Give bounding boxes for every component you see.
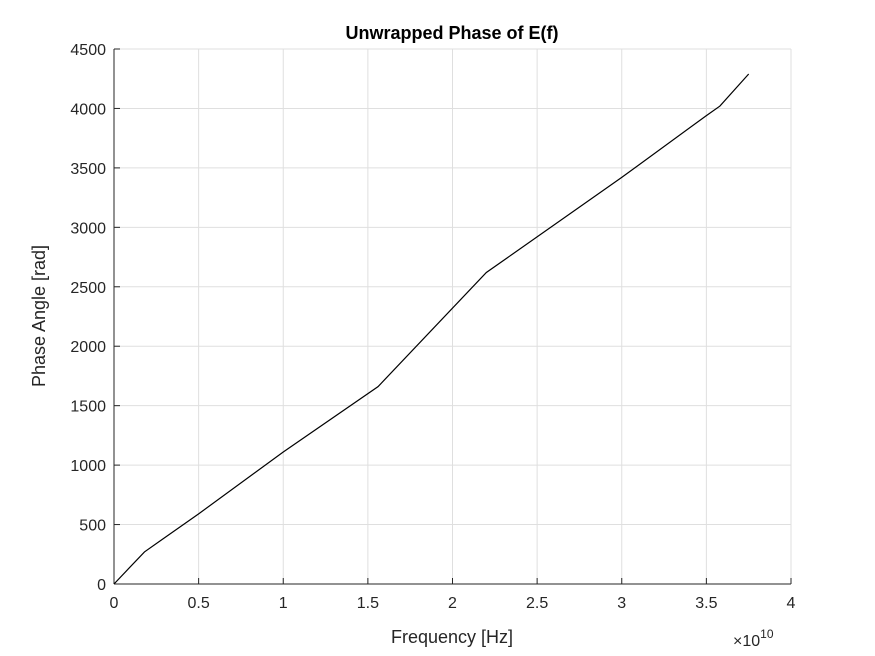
y-tick-label: 500 — [79, 518, 106, 535]
y-tick-label: 3000 — [70, 220, 106, 237]
series-line — [113, 73, 750, 585]
y-tick-label: 1000 — [70, 458, 106, 475]
series-group — [113, 73, 750, 585]
y-axis-label: Phase Angle [rad] — [29, 245, 49, 387]
x-tick-label: 0.5 — [188, 595, 210, 612]
x-tick-label: 4 — [787, 595, 796, 612]
x-tick-label: 3.5 — [695, 595, 717, 612]
y-tick-label: 3500 — [70, 161, 106, 178]
x-axis-label: Frequency [Hz] — [391, 627, 513, 647]
x-axis-exponent-power: 10 — [760, 627, 774, 641]
x-tick-label: 2 — [448, 595, 457, 612]
x-axis-exponent-base: ×10 — [733, 633, 760, 650]
chart-title: Unwrapped Phase of E(f) — [345, 23, 558, 43]
y-tick-label: 2500 — [70, 280, 106, 297]
x-tick-label: 3 — [617, 595, 626, 612]
labels: Unwrapped Phase of E(f) Frequency [Hz] P… — [29, 23, 774, 650]
y-tick-label: 2000 — [70, 339, 106, 356]
x-tick-label: 0 — [110, 595, 119, 612]
y-tick-label: 0 — [97, 577, 106, 594]
x-tick-label: 1 — [279, 595, 288, 612]
x-axis-exponent: ×1010 — [733, 627, 774, 650]
axes: 0 0.5 1 1.5 2 2.5 3 3.5 4 0 500 1000 1500 2000 2500 300… — [70, 42, 795, 612]
y-tick-label: 4500 — [70, 42, 106, 59]
y-tick-label: 4000 — [70, 101, 106, 118]
y-tick-label: 1500 — [70, 399, 106, 416]
grid — [113, 48, 792, 585]
x-tick-label: 1.5 — [357, 595, 379, 612]
x-tick-label: 2.5 — [526, 595, 548, 612]
